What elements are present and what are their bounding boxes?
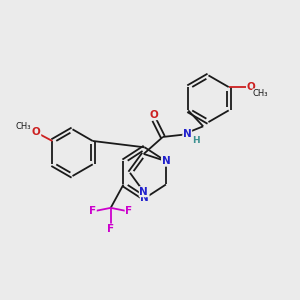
Text: N: N xyxy=(139,187,148,197)
Text: F: F xyxy=(89,206,96,216)
Text: O: O xyxy=(32,128,41,137)
Text: CH₃: CH₃ xyxy=(16,122,32,130)
Text: N: N xyxy=(161,156,170,166)
Text: H: H xyxy=(192,136,200,145)
Text: O: O xyxy=(247,82,255,92)
Text: CH₃: CH₃ xyxy=(253,89,268,98)
Text: N: N xyxy=(140,193,149,203)
Text: F: F xyxy=(125,206,132,216)
Text: F: F xyxy=(107,224,114,234)
Text: O: O xyxy=(150,110,159,120)
Text: N: N xyxy=(183,129,192,139)
